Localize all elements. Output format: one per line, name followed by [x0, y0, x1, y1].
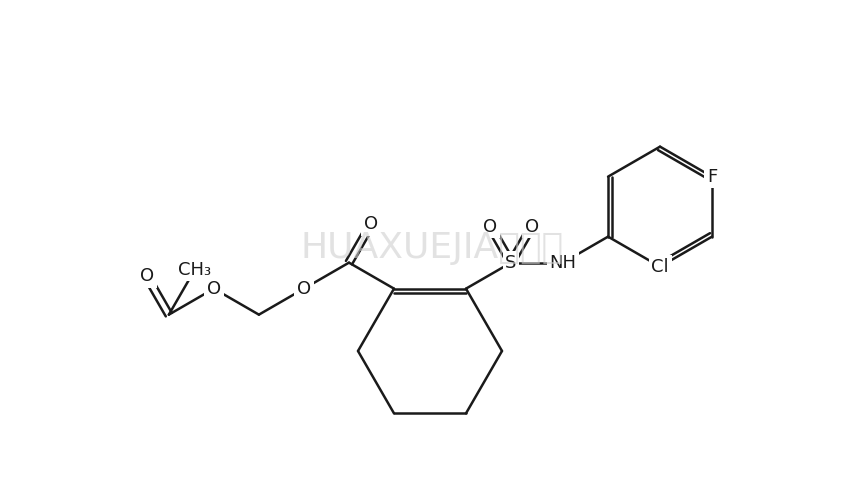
Text: HUAXUEJIA化学加: HUAXUEJIA化学加: [301, 231, 563, 265]
Text: O: O: [206, 280, 221, 298]
Text: O: O: [524, 218, 539, 236]
Text: S: S: [505, 253, 517, 272]
Text: O: O: [483, 218, 498, 236]
Text: CH₃: CH₃: [178, 260, 212, 279]
Text: F: F: [707, 168, 717, 186]
Text: O: O: [140, 267, 154, 285]
Text: O: O: [297, 280, 311, 298]
Text: O: O: [364, 215, 378, 233]
Text: Cl: Cl: [651, 257, 669, 276]
Text: NH: NH: [550, 253, 576, 272]
